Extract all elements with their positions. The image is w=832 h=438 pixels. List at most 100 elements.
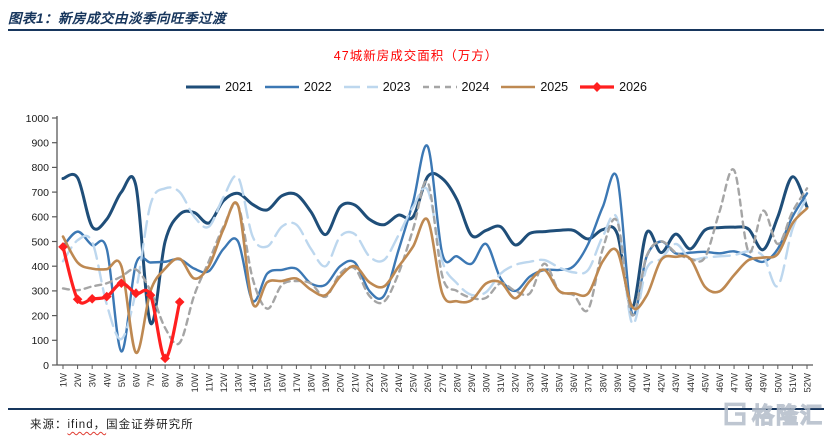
x-tick-label: 22W [365,373,376,393]
legend-swatch-2023 [343,85,378,89]
y-tick-label: 500 [31,236,49,248]
gelonghui-logo-icon [724,402,746,426]
x-tick-label: 30W [482,373,493,393]
x-tick-label: 42W [657,373,668,393]
legend-label: 2023 [382,80,411,94]
y-tick-label: 100 [31,335,49,347]
x-tick-label: 15W [263,373,274,393]
x-tick-label: 47W [730,373,741,393]
y-tick-label: 600 [31,212,49,224]
x-tick-label: 37W [584,373,595,393]
x-tick-label: 36W [569,373,580,393]
y-tick-label: 400 [31,261,49,273]
legend-item-2022: 2022 [264,80,332,94]
x-tick-label: 25W [409,373,420,393]
y-tick-label: 200 [31,310,49,322]
series-marker-2026 [160,353,170,364]
x-tick-label: 38W [598,373,609,393]
x-tick-label: 31W [496,373,507,393]
series-marker-2026 [87,293,97,304]
chart-legend: 2021 2022 2023 2024 2025 2026 [0,80,832,94]
x-tick-label: 21W [350,373,361,393]
x-tick-label: 7W [146,373,157,387]
x-tick-label: 34W [540,373,551,393]
legend-item-2026: 2026 [579,80,647,94]
x-tick-label: 26W [423,373,434,393]
y-tick-label: 900 [31,138,49,150]
x-tick-label: 33W [525,373,536,393]
x-tick-label: 32W [511,373,522,393]
legend-label: 2025 [540,80,569,94]
figure-caption: 图表1：新房成交由淡季向旺季过渡 [8,11,227,26]
x-tick-label: 4W [102,373,113,387]
x-tick-label: 39W [613,373,624,393]
watermark-text: 格隆汇 [751,402,824,428]
legend-label: 2021 [225,80,253,94]
series-marker-2026 [131,288,141,299]
x-tick-label: 8W [161,373,172,387]
x-tick-label: 28W [452,373,463,393]
x-tick-label: 11W [204,373,215,392]
x-tick-label: 50W [773,373,784,393]
footer-rule [8,408,824,410]
x-tick-label: 10W [190,373,201,393]
x-tick-label: 20W [336,373,347,393]
source-name: ifind， [67,419,107,431]
series-marker-2026 [174,297,185,307]
legend-label: 2022 [303,80,332,94]
x-tick-label: 40W [627,373,638,393]
legend-item-2021: 2021 [185,80,253,94]
x-tick-label: 46W [715,373,726,393]
x-tick-label: 41W [642,373,653,393]
x-tick-label: 3W [88,373,99,387]
x-tick-label: 17W [292,373,303,393]
legend-swatch-2022 [264,85,299,89]
x-tick-label: 9W [175,373,186,387]
chart-title: 47城新房成交面积（万方） [333,49,499,63]
x-tick-label: 29W [467,373,478,393]
x-tick-label: 23W [379,373,390,393]
y-tick-label: 800 [31,162,49,174]
legend-swatch-2026 [580,82,615,92]
x-tick-label: 13W [234,373,245,393]
y-tick-label: 700 [31,187,49,199]
x-tick-label: 51W [788,373,799,393]
legend-swatch-2021 [186,85,221,89]
legend-swatch-2025 [501,85,536,89]
legend-item-2025: 2025 [500,80,568,94]
y-tick-label: 0 [43,360,49,372]
x-tick-label: 5W [117,373,128,387]
x-tick-label: 1W [59,373,70,387]
series-marker-2026 [116,278,127,289]
series-line-2021 [61,171,809,326]
legend-item-2024: 2024 [422,80,490,94]
x-tick-label: 19W [321,373,332,393]
x-tick-label: 12W [219,373,230,393]
source-institution: 国金证券研究所 [106,419,194,431]
header-rule [8,29,824,31]
legend-label: 2024 [461,80,490,94]
x-tick-label: 6W [131,373,142,387]
source-note: 来源：ifind，国金证券研究所 [30,416,194,432]
x-tick-label: 52W [803,373,814,393]
y-tick-label: 300 [31,286,49,298]
x-tick-label: 2W [73,373,84,387]
x-tick-label: 24W [394,373,405,393]
legend-label: 2026 [619,80,647,94]
x-tick-label: 35W [555,373,566,393]
y-tick-label: 1000 [26,113,50,125]
x-tick-label: 49W [759,373,770,393]
x-tick-label: 27W [438,373,449,393]
legend-swatch-2024 [422,85,457,89]
watermark: 格隆汇 [721,398,824,430]
x-tick-label: 45W [700,373,711,393]
x-tick-label: 14W [248,373,259,393]
x-tick-label: 16W [277,373,288,393]
x-tick-label: 48W [744,373,755,393]
x-tick-label: 18W [307,373,318,393]
source-prefix: 来源： [30,419,68,431]
x-tick-label: 43W [671,373,682,393]
series-line-2025 [61,201,809,354]
